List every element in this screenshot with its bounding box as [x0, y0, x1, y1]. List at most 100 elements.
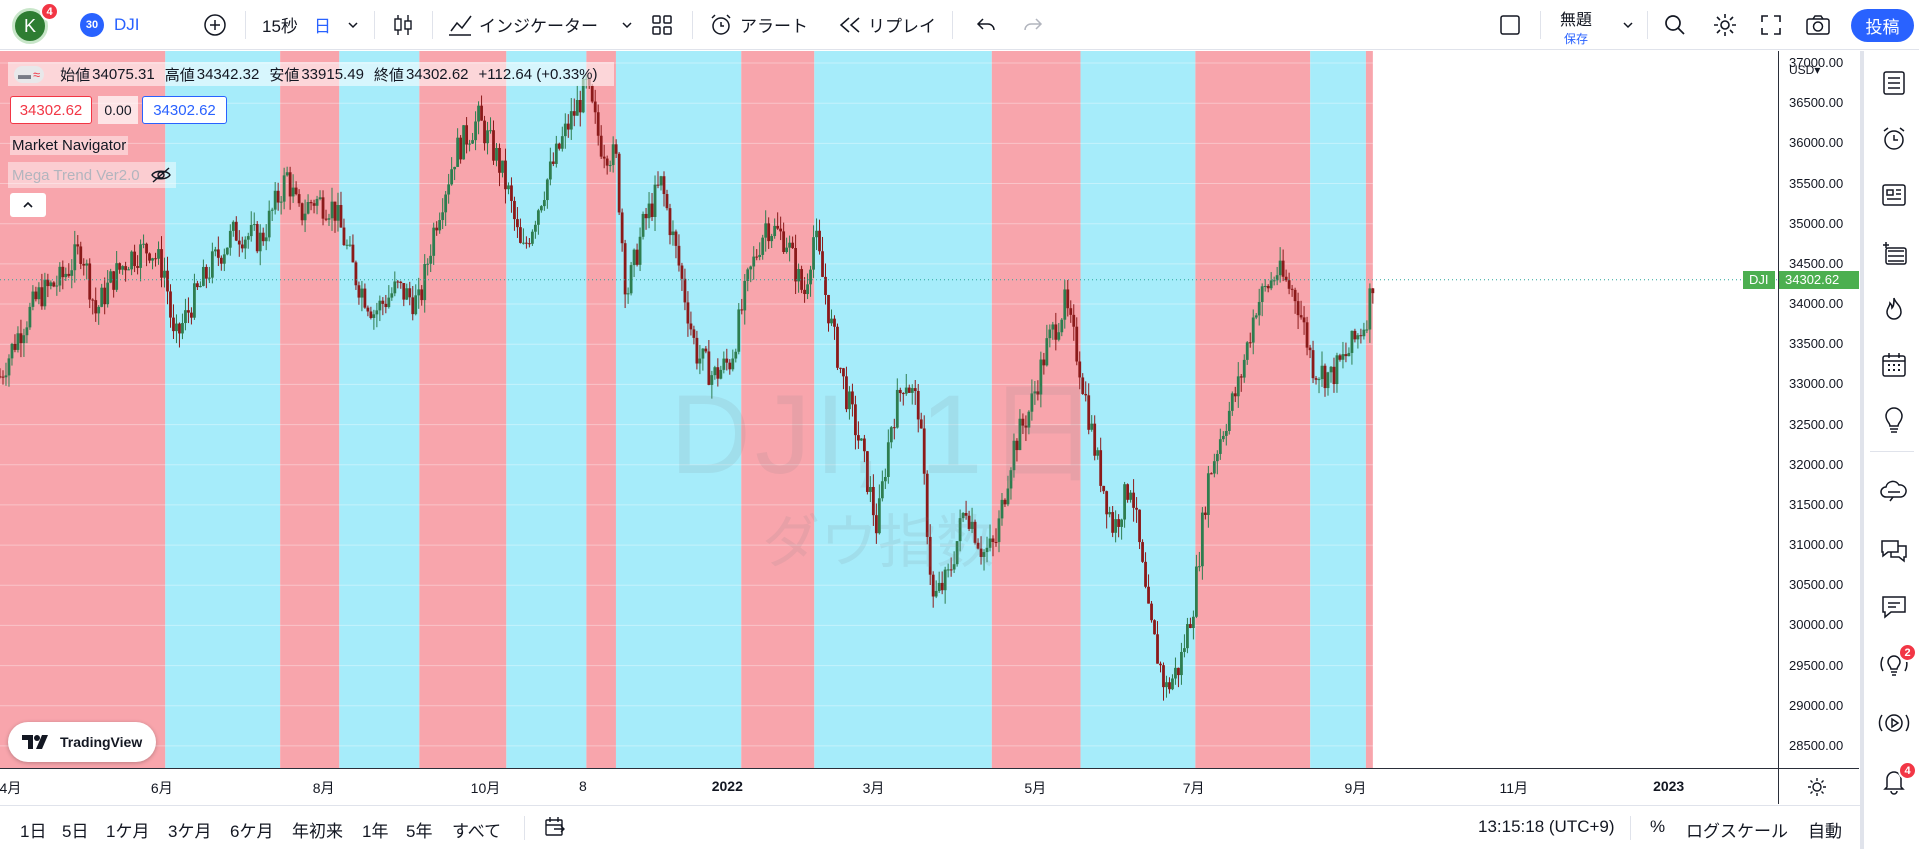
goto-date-button[interactable] — [544, 816, 566, 843]
comments-button[interactable] — [1878, 591, 1910, 623]
fullscreen-button[interactable] — [1760, 0, 1782, 50]
notifications-button[interactable] — [1878, 765, 1910, 797]
candle-body — [336, 205, 340, 221]
ideas-stream-button[interactable] — [1878, 649, 1910, 681]
candle-body — [731, 358, 735, 370]
chart-type-button[interactable] — [390, 0, 416, 50]
toolbar-divider — [374, 11, 375, 39]
candle-body — [357, 285, 361, 298]
candle-body — [641, 213, 645, 237]
candle-body — [916, 391, 920, 420]
add-list-button[interactable] — [1878, 237, 1910, 269]
range-1d[interactable]: 1日 — [20, 822, 47, 841]
candle-body — [519, 227, 522, 243]
candle-body — [1096, 450, 1100, 456]
layout-name[interactable]: 無題 保存 — [1556, 6, 1596, 47]
time-tick: 7月 — [1182, 780, 1205, 796]
interval-15s[interactable]: 15秒 — [262, 17, 298, 36]
candle-body — [28, 306, 32, 328]
stream-button[interactable] — [1878, 475, 1910, 507]
hotlists-button[interactable] — [1878, 293, 1910, 325]
currency-selector[interactable]: USD▾ — [1789, 63, 1821, 77]
news-button[interactable] — [1878, 179, 1910, 211]
range-ytd[interactable]: 年初来 — [292, 822, 343, 841]
buy-price-box[interactable]: 34302.62 — [142, 96, 227, 124]
alert-button[interactable]: アラート — [708, 0, 808, 50]
sell-price-box[interactable]: 34302.62 — [10, 96, 92, 124]
price-axis[interactable]: USD▾ 37000.00 36500.00 36000.00 35500.00 350… — [1778, 51, 1859, 768]
indicator-market-navigator[interactable]: Market Navigator — [10, 136, 129, 155]
candle-body — [854, 404, 857, 436]
candle-body — [19, 333, 23, 344]
collapse-legend-button[interactable] — [10, 193, 46, 217]
candle-body — [423, 264, 427, 301]
multi-chart-toggle[interactable] — [1498, 0, 1522, 50]
live-button[interactable] — [1878, 707, 1910, 739]
candle-body — [967, 515, 971, 529]
eye-off-icon[interactable] — [150, 166, 172, 184]
range-1y[interactable]: 1年 — [362, 822, 389, 841]
candle-body — [1212, 461, 1216, 474]
undo-button[interactable] — [975, 0, 997, 50]
candle-body — [752, 256, 756, 267]
candle-body — [100, 287, 104, 307]
candle-body — [821, 251, 824, 277]
range-6m[interactable]: 6ケ月 — [230, 822, 274, 841]
candle-body — [438, 220, 442, 231]
candle-body — [55, 285, 59, 287]
candle-body — [830, 318, 833, 324]
layouts-button[interactable] — [650, 0, 674, 50]
interval-1d[interactable]: 日 — [314, 17, 331, 36]
publish-button[interactable]: 投稿 — [1851, 9, 1914, 42]
range-1m[interactable]: 1ケ月 — [106, 822, 150, 841]
watchlist-button[interactable] — [1878, 67, 1910, 99]
candle-body — [501, 160, 504, 173]
redo-button[interactable] — [1022, 0, 1044, 50]
search-button[interactable] — [1663, 0, 1687, 50]
candle-body — [1320, 365, 1324, 380]
candle-body — [384, 303, 388, 308]
time-axis[interactable]: 4月 6月 8月 10月 8 2022 3月 5月 7月 9月 11月 2023 — [0, 768, 1824, 804]
symbol-search[interactable]: 30 DJI — [80, 0, 140, 50]
log-scale-toggle[interactable]: ログスケール — [1686, 822, 1788, 841]
snapshot-button[interactable] — [1805, 0, 1831, 50]
auto-scale-toggle[interactable]: 自動 — [1808, 822, 1842, 841]
chats-button[interactable] — [1878, 535, 1910, 567]
compare-symbol-button[interactable] — [203, 0, 227, 50]
replay-button[interactable]: リプレイ — [838, 0, 936, 50]
indicators-button[interactable]: インジケーター — [447, 0, 598, 50]
indicator-mega-trend[interactable]: Mega Trend Ver2.0 — [8, 162, 176, 188]
price-tick: 31000.00 — [1789, 537, 1844, 553]
candle-body — [175, 323, 178, 332]
settings-button[interactable] — [1712, 0, 1738, 50]
candle-body — [946, 569, 950, 571]
alerts-panel-button[interactable] — [1878, 123, 1910, 155]
range-5y[interactable]: 5年 — [406, 822, 433, 841]
candle-body — [58, 266, 62, 286]
ideas-button[interactable] — [1878, 405, 1910, 437]
candle-body — [498, 147, 501, 173]
interval-dropdown[interactable] — [346, 0, 360, 50]
chart-pane[interactable]: DJI, 1日 ダウ指数 — [0, 51, 1778, 768]
layout-dropdown[interactable] — [1621, 0, 1635, 50]
series-toggle[interactable]: ▬ ≈ — [14, 65, 45, 83]
regime-band-bull — [339, 51, 420, 768]
candle-body — [1045, 338, 1049, 366]
calendar-button[interactable] — [1878, 349, 1910, 381]
price-tick: 37000.00 — [1789, 55, 1844, 71]
tradingview-logo[interactable]: TradingView — [8, 722, 157, 762]
candle-body — [312, 203, 316, 206]
candle-body — [294, 187, 298, 195]
range-all[interactable]: すべて — [452, 822, 502, 841]
candle-body — [928, 536, 932, 575]
candle-body — [931, 574, 935, 597]
price-chart-svg[interactable] — [0, 51, 1778, 768]
range-5d[interactable]: 5日 — [62, 822, 89, 841]
range-3m[interactable]: 3ケ月 — [168, 822, 212, 841]
settings-sun-icon[interactable] — [1807, 777, 1827, 797]
candle-body — [441, 212, 445, 221]
clock-timezone[interactable]: 13:15:18 (UTC+9) — [1478, 817, 1615, 836]
percent-toggle[interactable]: % — [1650, 817, 1666, 836]
indicators-dropdown[interactable] — [620, 0, 634, 50]
